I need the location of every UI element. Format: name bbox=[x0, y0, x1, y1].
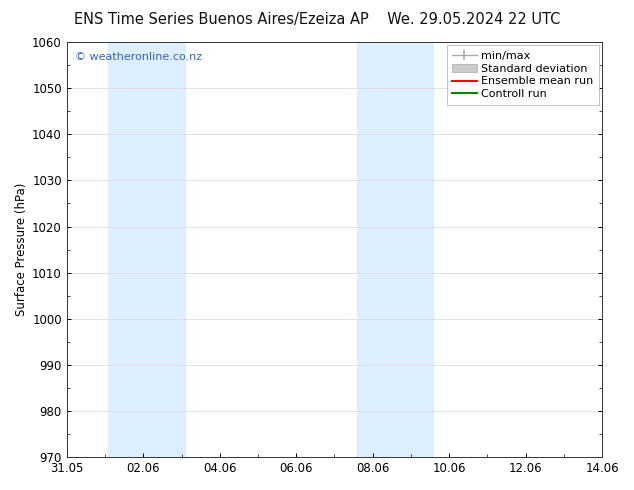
Bar bbox=[108, 42, 184, 457]
Legend: min/max, Standard deviation, Ensemble mean run, Controll run: min/max, Standard deviation, Ensemble me… bbox=[446, 46, 599, 105]
Y-axis label: Surface Pressure (hPa): Surface Pressure (hPa) bbox=[15, 183, 28, 316]
Bar bbox=[357, 42, 433, 457]
Text: ENS Time Series Buenos Aires/Ezeiza AP    We. 29.05.2024 22 UTC: ENS Time Series Buenos Aires/Ezeiza AP W… bbox=[74, 12, 560, 27]
Text: © weatheronline.co.nz: © weatheronline.co.nz bbox=[75, 52, 202, 62]
